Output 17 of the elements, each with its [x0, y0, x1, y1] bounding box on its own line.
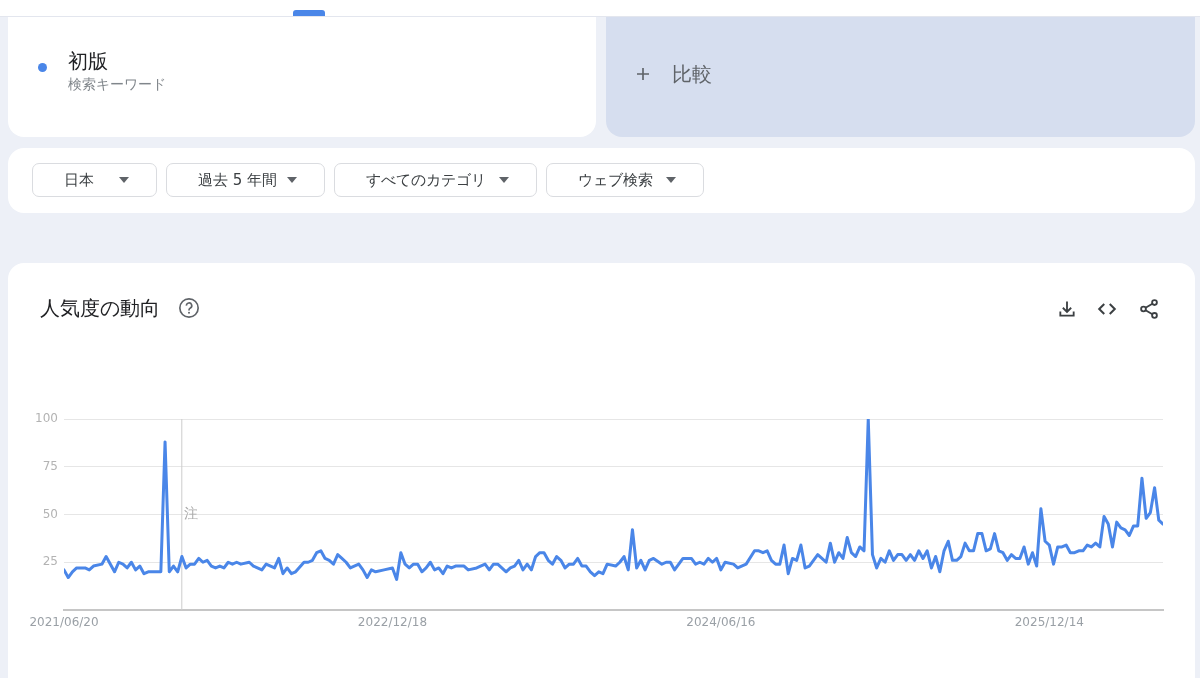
legend-label: 初版	[68, 49, 108, 73]
ref-line-label: 注	[184, 505, 199, 522]
y-tick-label: 50	[42, 506, 58, 521]
x-tick-label: 2022/12/18	[357, 615, 428, 630]
y-tick-label: 100	[35, 411, 58, 426]
y-tick-label: 75	[42, 458, 58, 473]
text: 検索キーワード	[68, 76, 166, 93]
dropdown-chip: 日本	[32, 163, 157, 197]
dropdown-chip: 過去 5 年間	[166, 163, 325, 197]
x-tick-label: 2024/06/16	[686, 615, 756, 630]
text: 比較	[672, 62, 712, 86]
y-tick-label: 25	[42, 554, 58, 569]
chart-title: 人気度の動向	[40, 296, 160, 320]
dropdown-chip: すべてのカテゴリ	[334, 163, 537, 197]
x-tick-label: 2021/06/20	[29, 615, 99, 630]
dropdown-chip: ウェブ検索	[546, 163, 704, 197]
x-tick-label: 2025/12/14	[1014, 615, 1084, 630]
